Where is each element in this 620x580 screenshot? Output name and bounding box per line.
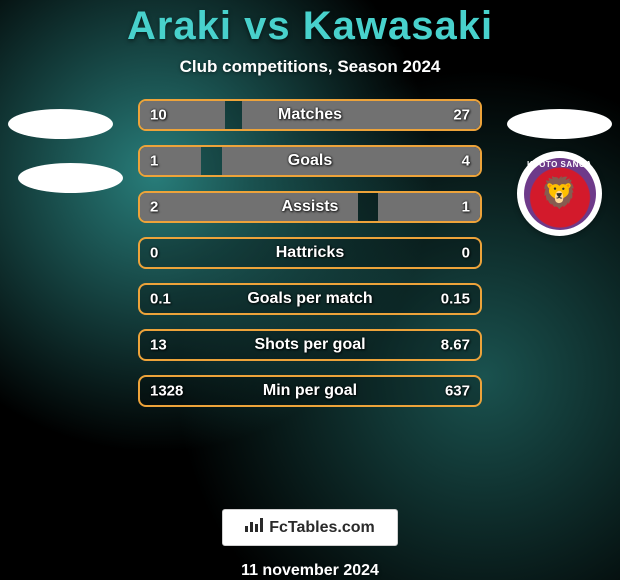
- content-root: Araki vs Kawasaki Club competitions, Sea…: [0, 0, 620, 580]
- stat-bars: 10 27 Matches 1 4 Goals 2 1 Assists 0 0 Hattricks 0.…: [138, 99, 482, 407]
- stat-row: 0 0 Hattricks: [138, 237, 482, 269]
- team-crest-inner: KYOTO SANGA 🦁: [524, 158, 596, 230]
- stat-label: Shots per goal: [254, 336, 365, 354]
- stat-value-right: 0: [462, 245, 470, 262]
- stat-label: Min per goal: [263, 382, 357, 400]
- stat-value-left: 1: [150, 153, 158, 170]
- stat-value-left: 0.1: [150, 291, 171, 308]
- stat-value-right: 8.67: [441, 337, 470, 354]
- player-left-ellipse-1: [8, 109, 113, 139]
- footer-logo-text: FcTables.com: [269, 519, 375, 537]
- stat-value-left: 0: [150, 245, 158, 262]
- stat-label: Assists: [282, 198, 339, 216]
- footer-logo[interactable]: FcTables.com: [222, 509, 398, 546]
- stat-label: Matches: [278, 106, 342, 124]
- bar-fill-right: [222, 147, 480, 175]
- stat-value-right: 0.15: [441, 291, 470, 308]
- stat-label: Goals per match: [247, 290, 372, 308]
- page-title: Araki vs Kawasaki: [127, 4, 493, 49]
- stat-value-right: 1: [462, 199, 470, 216]
- bars-icon: [245, 518, 263, 537]
- player-left-ellipse-2: [18, 163, 123, 193]
- stat-value-right: 4: [462, 153, 470, 170]
- stat-row: 1328 637 Min per goal: [138, 375, 482, 407]
- stat-value-left: 13: [150, 337, 167, 354]
- stat-row: 10 27 Matches: [138, 99, 482, 131]
- footer-date: 11 november 2024: [241, 562, 379, 580]
- stat-label: Hattricks: [276, 244, 344, 262]
- stat-row: 13 8.67 Shots per goal: [138, 329, 482, 361]
- stat-row: 2 1 Assists: [138, 191, 482, 223]
- stat-value-left: 10: [150, 107, 167, 124]
- stat-value-left: 2: [150, 199, 158, 216]
- stat-value-left: 1328: [150, 383, 183, 400]
- stat-label: Goals: [288, 152, 332, 170]
- stat-value-right: 637: [445, 383, 470, 400]
- stat-row: 0.1 0.15 Goals per match: [138, 283, 482, 315]
- comparison-stage: KYOTO SANGA 🦁 10 27 Matches 1 4 Goals 2 1 Assist…: [0, 99, 620, 483]
- team-crest: KYOTO SANGA 🦁: [517, 151, 602, 236]
- stat-row: 1 4 Goals: [138, 145, 482, 177]
- page-subtitle: Club competitions, Season 2024: [180, 57, 441, 77]
- stat-value-right: 27: [453, 107, 470, 124]
- player-right-ellipse-1: [507, 109, 612, 139]
- team-crest-glyph: 🦁: [541, 176, 578, 211]
- team-crest-ring-text: KYOTO SANGA: [527, 160, 592, 169]
